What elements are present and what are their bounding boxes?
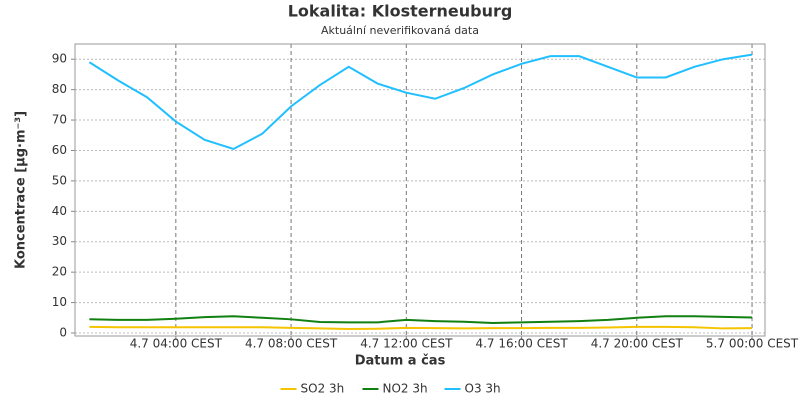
y-tick-label: 20 [52, 265, 67, 279]
line-series [89, 315, 753, 324]
x-tick-label: 4.7 04:00 CEST [130, 337, 223, 351]
y-tick-label: 30 [52, 234, 67, 248]
y-tick-label: 80 [52, 82, 67, 96]
x-tick-label: 4.7 20:00 CEST [591, 337, 684, 351]
plot-border [74, 43, 766, 337]
chart-title: Lokalita: Klosterneuburg [288, 2, 513, 21]
line-series [89, 325, 753, 331]
y-tick-label: 0 [59, 326, 67, 340]
y-tick-label: 40 [52, 204, 67, 218]
chart-subtitle: Aktuální neverifikovaná data [321, 24, 479, 37]
legend-label: SO2 3h [301, 382, 345, 396]
legend-label: NO2 3h [383, 382, 428, 396]
legend-label: O3 3h [465, 382, 501, 396]
y-tick-label: 10 [52, 295, 67, 309]
x-tick-label: 4.7 08:00 CEST [245, 337, 338, 351]
plot-area [75, 44, 765, 336]
y-axis-title: Koncentrace [µg·m⁻³] [14, 111, 29, 269]
x-tick-label: 4.7 16:00 CEST [475, 337, 568, 351]
x-tick-label: 5.7 00:00 CEST [706, 337, 799, 351]
y-tick-label: 70 [52, 113, 67, 127]
y-tick-label: 50 [52, 173, 67, 187]
x-axis-title: Datum a čas [355, 354, 446, 369]
y-tick-label: 60 [52, 143, 67, 157]
line-series [88, 53, 753, 151]
x-tick-label: 4.7 12:00 CEST [360, 337, 453, 351]
y-tick-label: 90 [52, 52, 67, 66]
